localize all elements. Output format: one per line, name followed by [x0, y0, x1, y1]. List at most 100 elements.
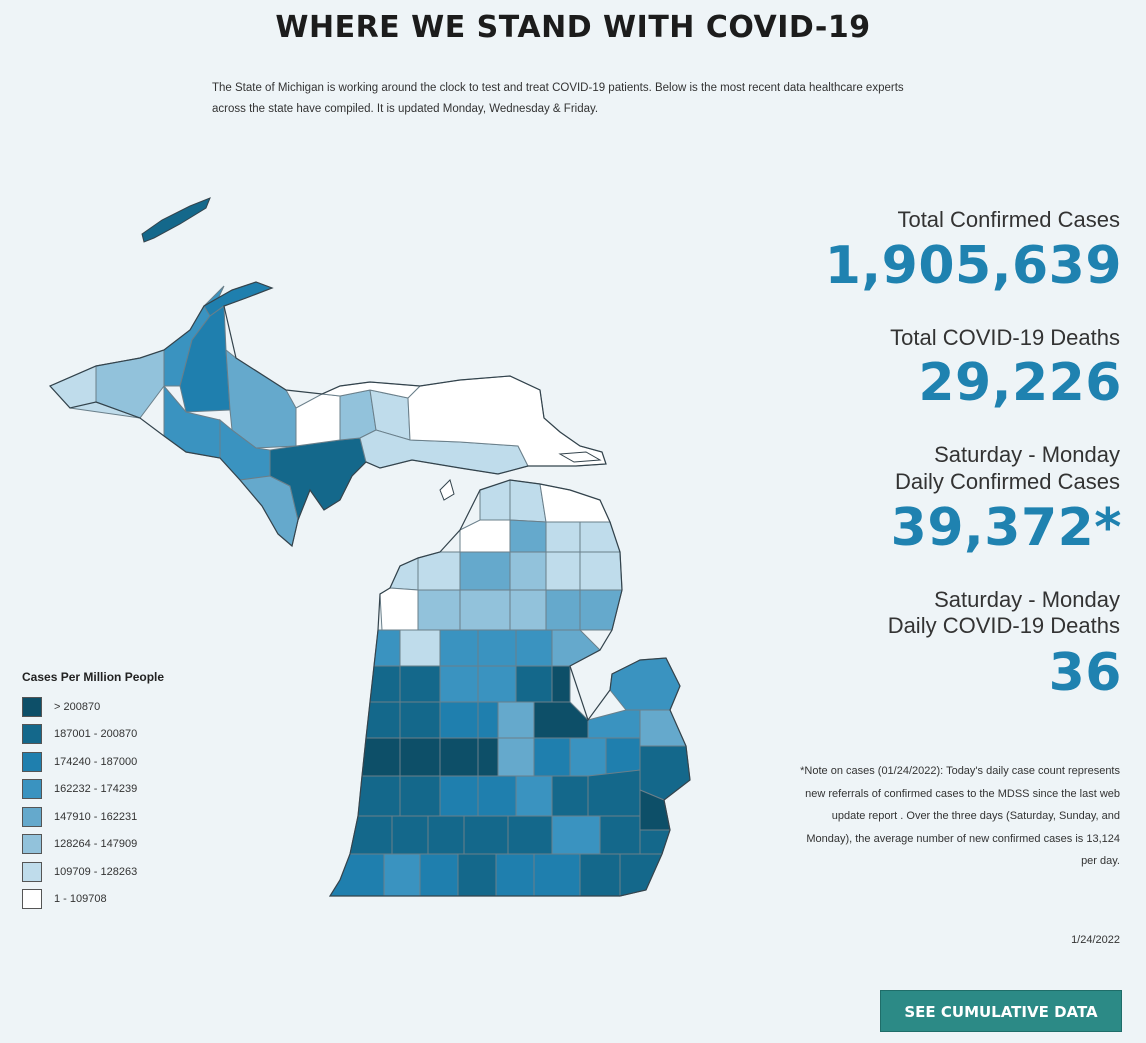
county-tuscola: [533, 701, 589, 739]
county-antrim-west: [417, 551, 461, 591]
legend-title: Cases Per Million People: [22, 670, 165, 684]
county-sanilac: [587, 709, 641, 739]
county-leelanau: [389, 557, 419, 591]
legend-swatch: [22, 806, 42, 827]
daily-cases-label-2: Daily Confirmed Cases: [895, 469, 1120, 494]
county-grand-traverse: [417, 589, 461, 631]
county-cass: [383, 853, 421, 897]
county-kalamazoo: [391, 815, 429, 855]
county-calhoun: [427, 815, 465, 855]
county-lenawee: [533, 853, 581, 897]
county-gratiot: [439, 701, 479, 739]
county-wayne-west: [551, 815, 601, 855]
county-bay: [551, 665, 571, 703]
county-monroe-east: [619, 853, 663, 897]
daily-deaths-label-2: Daily COVID-19 Deaths: [887, 613, 1120, 638]
county-menominee: [239, 475, 299, 547]
county-ogemaw: [545, 589, 581, 631]
drummond-island: [558, 451, 602, 463]
isle-royale: [141, 197, 211, 243]
county-st-joseph: [419, 853, 459, 897]
legend-item: > 200870: [22, 693, 252, 721]
legend-item: 109709 - 128263: [22, 858, 252, 886]
county-hillsdale: [495, 853, 535, 897]
county-huron-south: [639, 709, 687, 747]
legend-label: 187001 - 200870: [54, 728, 138, 741]
total-cases-value: 1,905,639: [824, 236, 1122, 296]
county-macomb: [587, 769, 641, 817]
county-charlevoix: [459, 519, 511, 553]
county-shiawassee: [497, 737, 535, 777]
county-jackson: [463, 815, 509, 855]
county-isabella: [477, 665, 517, 703]
legend-label: 109709 - 128263: [54, 865, 138, 878]
county-alpena: [579, 521, 621, 553]
see-cumulative-data-button[interactable]: SEE CUMULATIVE DATA: [880, 990, 1122, 1032]
cases-note: *Note on cases (01/24/2022): Today's dai…: [800, 765, 1120, 867]
county-muskegon: [365, 701, 401, 739]
legend-swatch: [22, 751, 42, 772]
county-oakland: [551, 775, 589, 817]
county-crawford: [509, 551, 547, 591]
legend-item: 187001 - 200870: [22, 721, 252, 749]
county-presque-isle: [539, 483, 611, 523]
legend-label: 147910 - 162231: [54, 810, 138, 823]
county-livingston: [515, 775, 553, 817]
county-newaygo: [399, 665, 441, 703]
daily-deaths-value: 36: [1048, 643, 1122, 703]
upper-peninsula-outline: [48, 281, 607, 548]
county-clare: [477, 629, 517, 667]
legend-label: 162232 - 174239: [54, 783, 138, 796]
county-eaton: [439, 775, 479, 817]
county-otsego: [509, 519, 547, 553]
county-saginaw-west: [477, 701, 499, 739]
county-montcalm: [399, 701, 441, 739]
county-kalkaska: [459, 589, 511, 631]
legend-label: 1 - 109708: [54, 893, 107, 906]
county-gladwin: [515, 629, 553, 667]
total-cases-label: Total Confirmed Cases: [897, 207, 1120, 232]
total-deaths-value: 29,226: [918, 353, 1122, 413]
upper-peninsula: [49, 281, 607, 547]
county-genesee: [533, 737, 571, 777]
county-branch: [457, 853, 497, 897]
legend-swatch: [22, 696, 42, 717]
county-midland: [515, 665, 553, 703]
county-berrien: [329, 853, 385, 897]
county-st-clair-east: [639, 745, 691, 801]
daily-cases-label-1: Saturday - Monday: [934, 442, 1120, 467]
county-baraga: [179, 305, 231, 413]
county-alger: [295, 393, 341, 447]
legend-item: 174240 - 187000: [22, 748, 252, 776]
lower-peninsula-outline: [328, 479, 691, 897]
daily-cases-value: 39,372*: [890, 498, 1122, 558]
county-ingham: [477, 775, 517, 817]
intro-text: The State of Michigan is working around …: [212, 82, 904, 115]
legend-item: 147910 - 162231: [22, 803, 252, 831]
county-osceola: [439, 629, 479, 667]
legend-label: > 200870: [54, 700, 101, 713]
county-lake: [399, 629, 441, 667]
county-washtenaw: [507, 815, 553, 855]
county-clinton: [477, 737, 499, 777]
county-saginaw: [497, 701, 535, 739]
county-emmet: [479, 479, 511, 521]
county-allegan: [357, 775, 401, 817]
daily-deaths-label-1: Saturday - Monday: [934, 587, 1120, 612]
county-ionia: [439, 737, 479, 777]
county-benzie: [379, 587, 419, 631]
legend-swatch: [22, 889, 42, 910]
legend-swatch: [22, 861, 42, 882]
map-legend: Cases Per Million People > 200870 187001…: [22, 670, 252, 913]
county-barry: [399, 775, 441, 817]
county-iosco: [579, 589, 623, 631]
county-oscoda: [545, 551, 581, 591]
legend-item: 162232 - 174239: [22, 776, 252, 804]
beaver-island: [439, 479, 455, 501]
county-wayne: [599, 815, 641, 855]
lower-peninsula: [329, 479, 691, 897]
county-montmorency: [545, 521, 581, 553]
county-lapeer: [569, 737, 607, 777]
update-date: 1/24/2022: [1071, 934, 1120, 946]
